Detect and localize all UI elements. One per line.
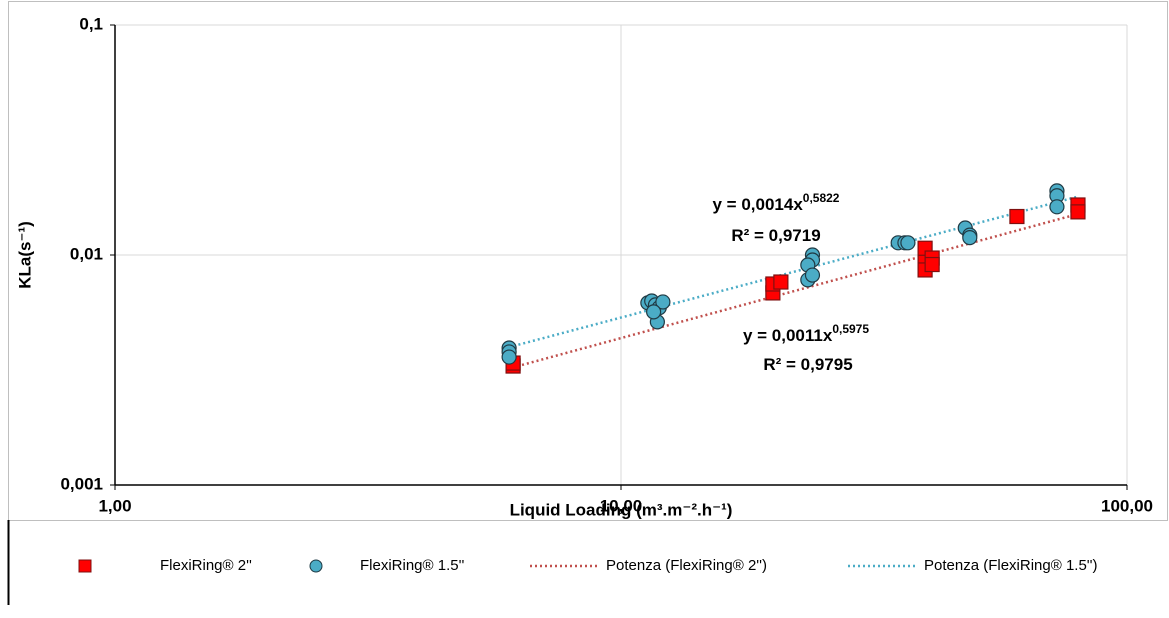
legend-label: FlexiRing® 1.5'' [360,557,464,574]
x-axis-title: Liquid Loading (m³.m⁻².h⁻¹) [510,500,733,519]
legend-marker [309,559,323,573]
legend-label: Potenza (FlexiRing® 2'') [606,557,767,574]
legend-label: FlexiRing® 2'' [160,557,252,574]
point [655,294,671,310]
annotation-exponent: 0,5822 [803,191,840,205]
annotation-text: R² = 0,9719 [731,226,820,245]
point [900,235,916,251]
trend-line [508,195,1079,349]
annotation: R² = 0,9795 [763,355,852,374]
y-axis-title: KLa(s⁻¹) [15,221,34,289]
point [924,256,940,273]
annotation-exponent: 0,5975 [832,322,869,336]
x-tick-label: 100,00 [1101,496,1153,515]
annotation-text: y = 0,0011x [743,326,833,345]
annotation-text: R² = 0,9795 [763,355,852,374]
annotation: y = 0,0014x0,5822 [713,191,840,214]
trend-line [512,211,1084,369]
point [1049,199,1065,215]
y-tick-label: 0,1 [79,14,103,33]
legend-label: Potenza (FlexiRing® 1.5'') [924,557,1098,574]
chart-border [8,1,1168,521]
point [804,267,821,283]
y-tick-label: 0,01 [70,244,103,263]
point [1009,208,1025,225]
annotation: y = 0,0011x0,5975 [743,322,869,345]
point [501,349,517,365]
point [962,230,978,246]
x-tick-label: 1,00 [98,496,131,515]
point [646,304,662,320]
annotation-text: y = 0,0014x [713,195,804,214]
point [1070,204,1086,220]
point [773,274,789,290]
legend-marker [78,559,92,573]
x-tick-label: 10,00 [600,496,643,515]
y-tick-label: 0,001 [60,474,103,493]
annotation: R² = 0,9719 [731,226,820,245]
